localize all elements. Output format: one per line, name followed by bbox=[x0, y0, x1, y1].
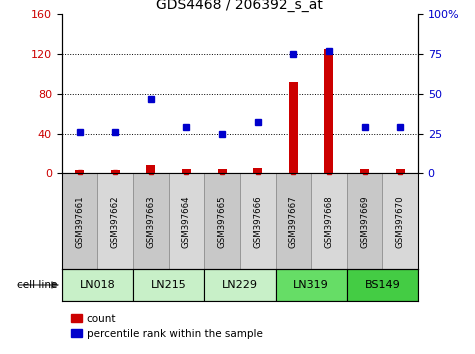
Bar bbox=[169, 173, 204, 269]
Text: GSM397668: GSM397668 bbox=[324, 195, 333, 247]
Bar bbox=[289, 82, 298, 173]
Bar bbox=[396, 170, 405, 173]
Bar bbox=[324, 49, 333, 173]
Bar bbox=[62, 269, 133, 301]
Text: GSM397670: GSM397670 bbox=[396, 195, 405, 247]
Bar bbox=[204, 173, 240, 269]
Text: BS149: BS149 bbox=[364, 280, 400, 290]
Bar bbox=[382, 173, 418, 269]
Bar bbox=[276, 173, 311, 269]
Bar bbox=[182, 170, 191, 173]
Bar bbox=[204, 269, 276, 301]
Bar bbox=[311, 173, 347, 269]
Bar bbox=[347, 269, 418, 301]
Text: cell line: cell line bbox=[17, 280, 57, 290]
Bar bbox=[360, 170, 369, 173]
Text: LN215: LN215 bbox=[151, 280, 187, 290]
Title: GDS4468 / 206392_s_at: GDS4468 / 206392_s_at bbox=[156, 0, 323, 12]
Text: GSM397661: GSM397661 bbox=[75, 195, 84, 247]
Bar bbox=[75, 171, 84, 173]
Text: GSM397664: GSM397664 bbox=[182, 195, 191, 247]
Bar bbox=[133, 173, 169, 269]
Text: GSM397667: GSM397667 bbox=[289, 195, 298, 247]
Text: GSM397665: GSM397665 bbox=[218, 195, 227, 247]
Bar bbox=[111, 171, 120, 173]
Bar bbox=[253, 169, 262, 173]
Text: LN018: LN018 bbox=[79, 280, 115, 290]
Bar bbox=[133, 269, 204, 301]
Bar bbox=[62, 173, 97, 269]
Bar bbox=[97, 173, 133, 269]
Bar bbox=[347, 173, 382, 269]
Text: LN229: LN229 bbox=[222, 280, 258, 290]
Text: LN319: LN319 bbox=[293, 280, 329, 290]
Legend: count, percentile rank within the sample: count, percentile rank within the sample bbox=[67, 310, 267, 343]
Bar bbox=[146, 166, 155, 173]
Bar bbox=[218, 170, 227, 173]
Text: GSM397662: GSM397662 bbox=[111, 195, 120, 247]
Text: GSM397663: GSM397663 bbox=[146, 195, 155, 247]
Text: GSM397669: GSM397669 bbox=[360, 195, 369, 247]
Bar bbox=[276, 269, 347, 301]
Bar bbox=[240, 173, 276, 269]
Text: GSM397666: GSM397666 bbox=[253, 195, 262, 247]
